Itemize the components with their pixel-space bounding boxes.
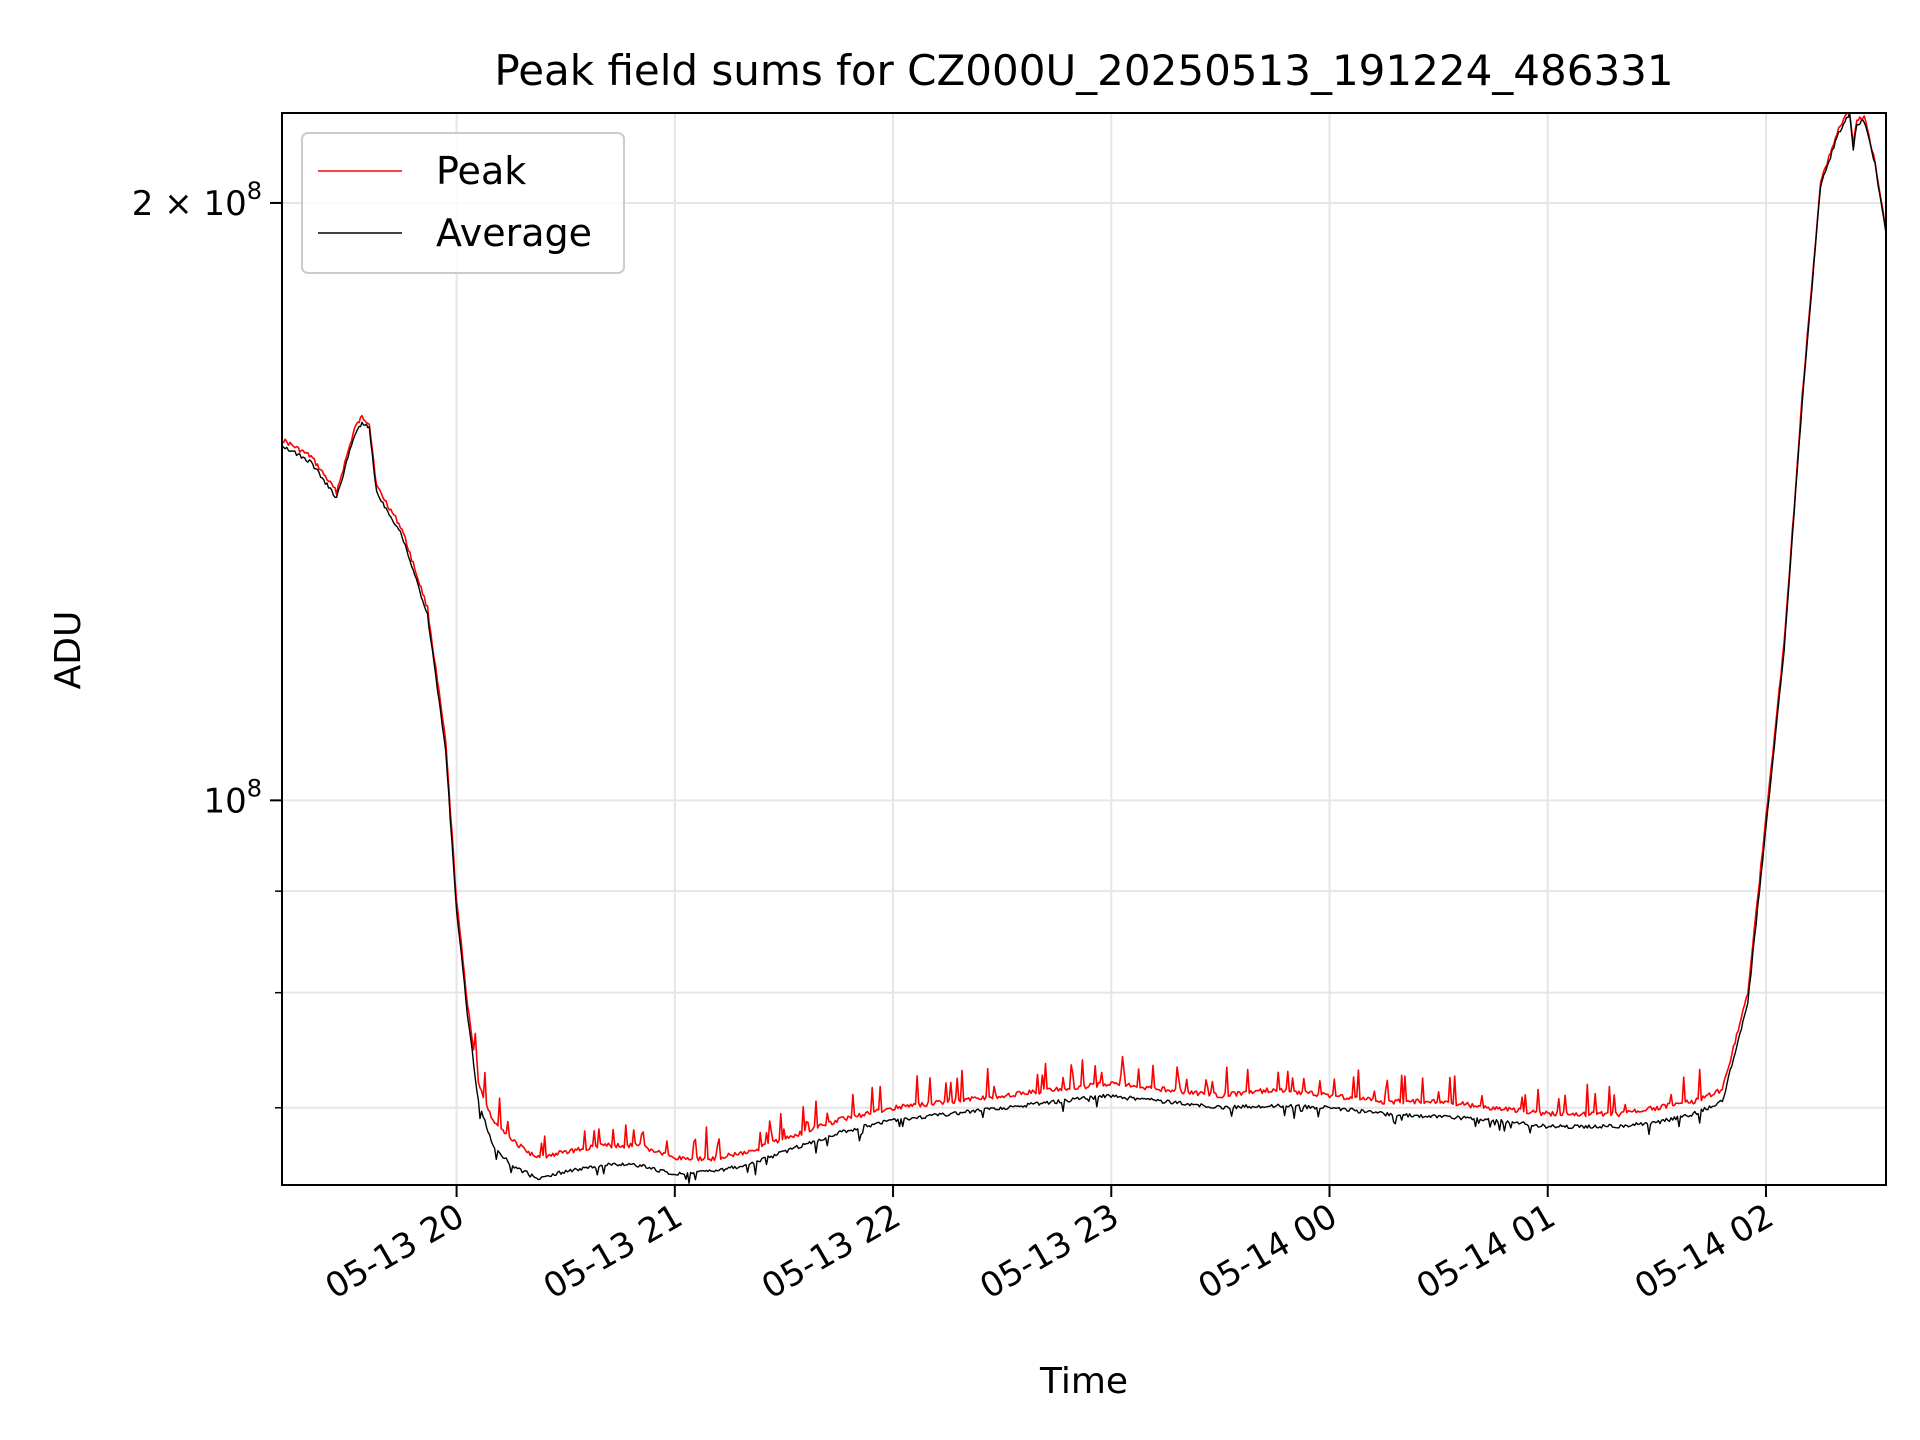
plot-frame — [281, 112, 1887, 1186]
series-layer — [281, 112, 1887, 1184]
series-line-peak — [281, 112, 1887, 1162]
series-line-average — [281, 112, 1887, 1184]
y-axis: 108 2 × 108 — [132, 177, 282, 1109]
y-tick-label: 108 — [203, 774, 262, 821]
y-tick-label: 2 × 108 — [132, 177, 262, 224]
legend: Peak Average — [301, 132, 625, 274]
grid — [282, 113, 1886, 1185]
y-axis-label: ADU — [48, 611, 89, 690]
legend-label-peak: Peak — [436, 149, 526, 193]
legend-box — [301, 132, 625, 274]
x-axis-label: Time — [1039, 1361, 1128, 1402]
chart-title: Peak field sums for CZ000U_20250513_1912… — [494, 46, 1673, 95]
legend-label-average: Average — [436, 211, 592, 255]
